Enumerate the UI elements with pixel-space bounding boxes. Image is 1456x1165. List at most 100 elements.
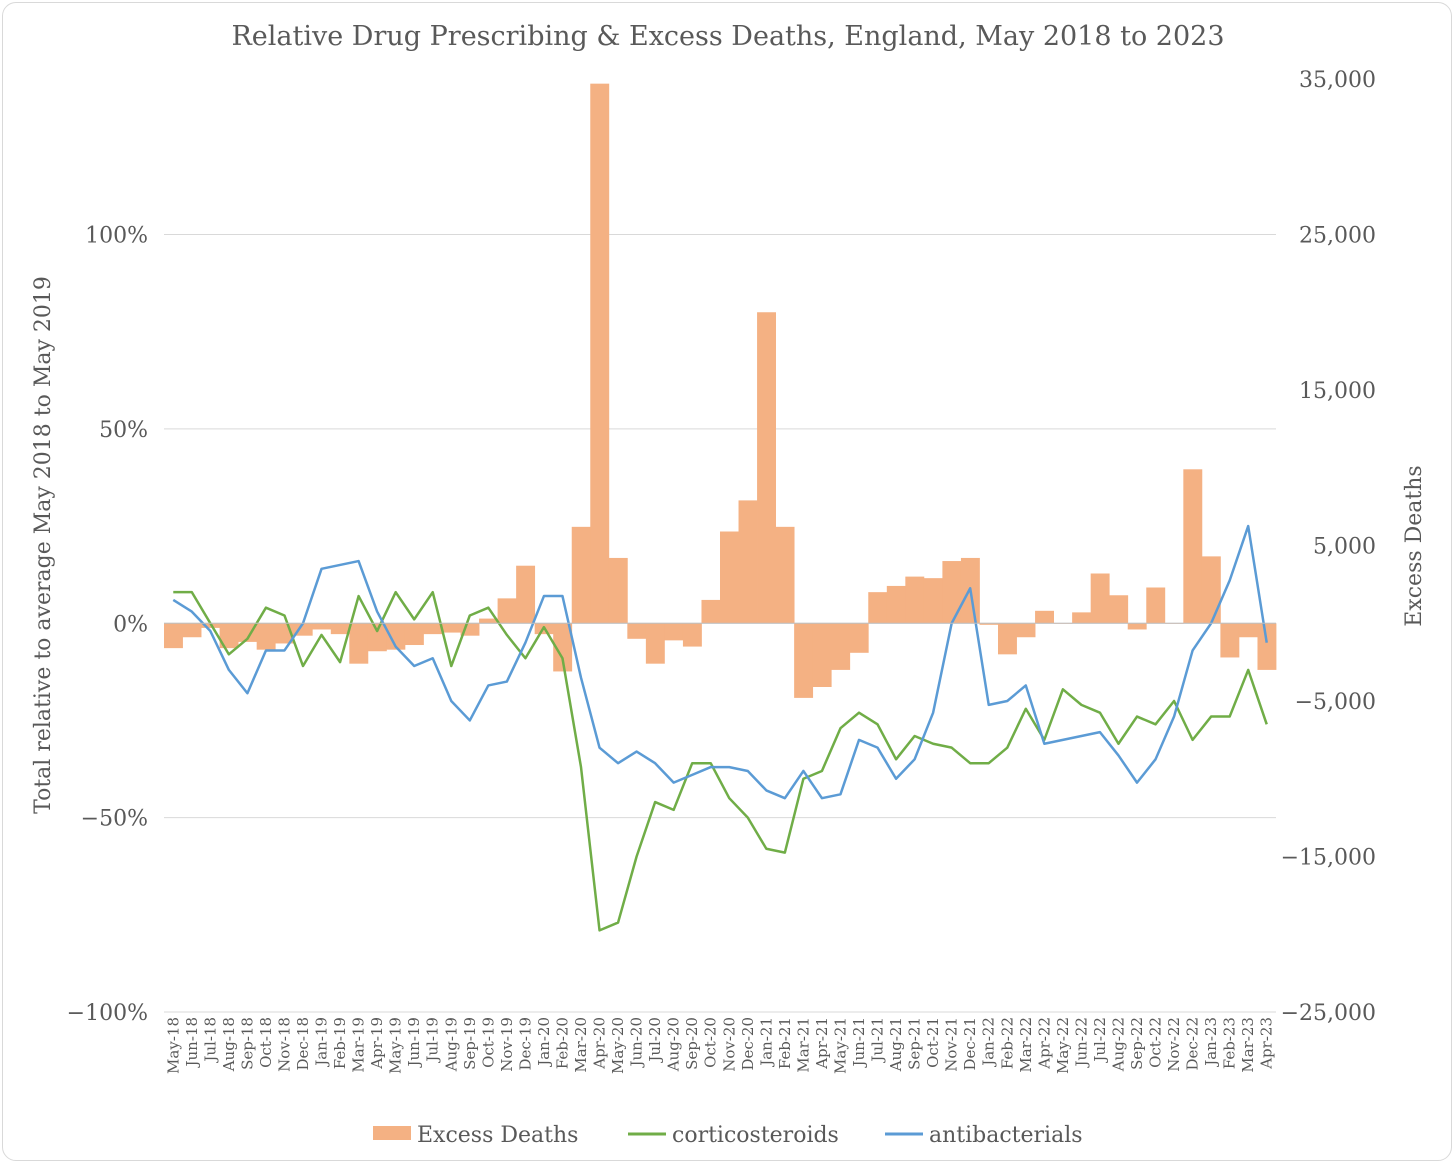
bar-excess-deaths (1146, 587, 1166, 624)
bar-excess-deaths (775, 526, 795, 624)
x-tick-label: Aug-21 (887, 1017, 905, 1072)
bar-excess-deaths (738, 500, 758, 624)
bar-excess-deaths (664, 623, 684, 641)
x-tick-label: May-19 (387, 1017, 405, 1074)
x-tick-label: Oct-19 (479, 1017, 497, 1068)
bar-excess-deaths (404, 623, 424, 646)
bar-excess-deaths (794, 623, 814, 698)
bar-excess-deaths (571, 526, 591, 624)
bar-excess-deaths (1016, 623, 1036, 638)
left-tick-label: −50% (81, 807, 148, 832)
legend-label-corticosteroids: corticosteroids (672, 1123, 839, 1148)
x-tick-label: Jun-22 (1072, 1017, 1090, 1069)
x-tick-label: Nov-19 (498, 1017, 516, 1072)
x-tick-label: Dec-22 (1184, 1017, 1202, 1070)
left-axis-title: Total relative to average May 2018 to Ma… (31, 276, 56, 814)
legend-label-antibacterials: antibacterials (929, 1123, 1083, 1148)
bar-excess-deaths (1090, 573, 1110, 624)
x-tick-label: Apr-23 (1258, 1017, 1276, 1070)
left-tick-label: 100% (85, 224, 148, 249)
x-tick-label: Mar-19 (350, 1017, 368, 1073)
bar-excess-deaths (849, 623, 869, 653)
bar-excess-deaths (590, 83, 610, 624)
x-tick-label: Mar-20 (572, 1017, 590, 1073)
x-tick-label: Jun-19 (405, 1017, 423, 1069)
right-tick-label: −5,000 (1295, 690, 1376, 715)
bar-excess-deaths (682, 623, 702, 647)
bar-excess-deaths (608, 557, 628, 624)
x-tick-label: Dec-20 (739, 1017, 757, 1070)
x-tick-label: May-20 (609, 1017, 627, 1074)
x-tick-label: Feb-22 (998, 1017, 1016, 1069)
bar-excess-deaths (1220, 623, 1240, 658)
bar-excess-deaths (831, 623, 851, 670)
bar-excess-deaths (905, 576, 925, 624)
left-tick-label: −100% (67, 1001, 148, 1026)
x-tick-label: Sep-19 (461, 1017, 479, 1070)
bar-excess-deaths (293, 623, 313, 636)
x-tick-label: Feb-23 (1221, 1017, 1239, 1069)
bar-excess-deaths (442, 623, 461, 633)
excess-deaths-bars (164, 83, 1277, 698)
x-tick-label: Jul-18 (201, 1017, 219, 1064)
bar-excess-deaths (701, 599, 721, 624)
x-tick-label: Aug-18 (220, 1017, 238, 1072)
x-tick-label: Sep-20 (683, 1017, 701, 1070)
x-tick-label: May-22 (1054, 1017, 1072, 1074)
x-tick-label: Sep-22 (1128, 1017, 1146, 1070)
x-tick-label: Mar-21 (794, 1017, 812, 1073)
x-tick-label: Jun-18 (183, 1017, 201, 1069)
x-tick-label: Aug-20 (665, 1017, 683, 1072)
bar-excess-deaths (868, 592, 888, 624)
x-tick-label: Dec-21 (961, 1017, 979, 1070)
x-tick-label: Dec-18 (294, 1017, 312, 1070)
bar-excess-deaths (627, 623, 647, 639)
x-tick-label: Oct-20 (702, 1017, 720, 1068)
left-tick-label: 50% (99, 418, 148, 443)
bar-excess-deaths (923, 578, 943, 624)
bar-excess-deaths (1257, 623, 1277, 670)
x-tick-label: Jul-22 (1091, 1017, 1109, 1064)
x-tick-label: Aug-22 (1109, 1017, 1127, 1072)
bar-excess-deaths (720, 531, 739, 624)
line-corticosteroids (173, 590, 1268, 932)
bar-excess-deaths (1127, 623, 1147, 630)
bar-excess-deaths (1035, 610, 1054, 624)
bar-excess-deaths (645, 623, 665, 664)
x-tick-label: Jan-20 (535, 1017, 553, 1068)
x-tick-label: Jan-23 (1202, 1017, 1220, 1068)
x-tick-label: Oct-21 (924, 1017, 942, 1068)
bar-excess-deaths (479, 618, 498, 624)
bar-excess-deaths (979, 623, 999, 625)
x-tick-label: Mar-23 (1239, 1017, 1257, 1073)
x-tick-label: Apr-21 (813, 1017, 831, 1070)
x-tick-label: Jan-19 (313, 1017, 331, 1068)
bar-excess-deaths (1109, 595, 1129, 624)
bar-excess-deaths (1201, 556, 1221, 624)
drug-lines (172, 524, 1268, 932)
x-tick-label: Feb-21 (776, 1017, 794, 1069)
x-tick-label: May-18 (164, 1017, 182, 1074)
x-tick-label: Mar-22 (1017, 1017, 1035, 1073)
bar-excess-deaths (423, 623, 443, 635)
left-tick-label: 0% (113, 612, 148, 637)
bar-excess-deaths (1238, 623, 1258, 638)
x-tick-label: Nov-22 (1165, 1017, 1183, 1072)
right-tick-label: −15,000 (1281, 846, 1376, 871)
right-tick-label: −25,000 (1281, 1001, 1376, 1026)
x-tick-label: Jun-20 (628, 1017, 646, 1069)
x-tick-label: Jan-22 (980, 1017, 998, 1068)
bar-excess-deaths (1183, 469, 1203, 624)
bar-excess-deaths (553, 623, 573, 672)
x-tick-label: Jul-19 (424, 1017, 442, 1064)
bar-excess-deaths (330, 623, 350, 635)
legend-swatch-excess-deaths (373, 1126, 411, 1140)
right-tick-label: 5,000 (1313, 535, 1376, 560)
right-tick-label: 25,000 (1299, 224, 1376, 249)
x-tick-label: Jun-21 (850, 1017, 868, 1069)
bar-excess-deaths (757, 312, 776, 624)
x-tick-label: Feb-20 (553, 1017, 571, 1069)
bar-excess-deaths (349, 623, 369, 664)
x-tick-label: Jan-21 (757, 1017, 775, 1068)
x-tick-label: Apr-19 (368, 1017, 386, 1070)
